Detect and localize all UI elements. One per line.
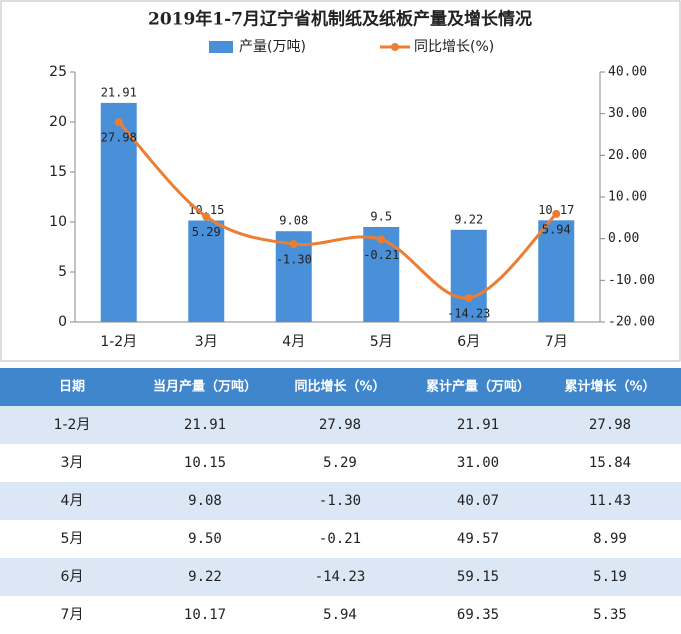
bar-value-label: 21.91: [101, 85, 137, 99]
bar-value-label: 9.08: [279, 214, 308, 228]
table-cell: 27.98: [319, 417, 361, 433]
chart-title: 2019年1-7月辽宁省机制纸及纸板产量及增长情况: [148, 9, 532, 30]
line-point: [552, 209, 561, 218]
table-cell: 9.50: [188, 531, 222, 547]
line-value-label: -0.21: [363, 248, 399, 262]
table-cell: 8.99: [593, 531, 627, 547]
x-tick-label: 4月: [282, 334, 305, 350]
legend-label: 产量(万吨): [239, 39, 306, 55]
table-header-cell: 累计产量（万吨）: [426, 379, 530, 395]
table-cell: 49.57: [457, 531, 499, 547]
table-cell: 5月: [61, 531, 84, 547]
line-value-label: 5.29: [192, 225, 221, 239]
table-cell: -0.21: [319, 531, 361, 547]
table-row-bg: [0, 558, 681, 596]
bar: [450, 229, 487, 322]
y-tick-label: 20: [49, 114, 67, 130]
table-cell: 6月: [61, 569, 84, 585]
table-cell: 10.17: [184, 607, 226, 623]
table-header-cell: 日期: [59, 380, 85, 395]
table-row-bg: [0, 482, 681, 520]
bar-value-label: 10.15: [188, 203, 224, 217]
y2-tick-label: -20.00: [608, 315, 655, 330]
table-cell: 59.15: [457, 569, 499, 585]
y2-tick-label: -10.00: [608, 273, 655, 288]
table-cell: 9.22: [188, 569, 222, 585]
line-value-label: 27.98: [101, 131, 137, 145]
y2-tick-label: 30.00: [608, 106, 647, 121]
table-row-bg: [0, 596, 681, 634]
bar-value-label: 10.17: [538, 203, 574, 217]
table-cell: 21.91: [457, 417, 499, 433]
table-cell: 7月: [61, 607, 84, 623]
legend-swatch: [209, 41, 233, 53]
line-value-label: -14.23: [447, 306, 490, 320]
table-cell: 3月: [61, 455, 84, 471]
bar: [100, 102, 137, 323]
bar: [188, 220, 225, 322]
table-cell: 4月: [61, 493, 84, 509]
table-cell: 5.35: [593, 607, 627, 623]
line: [117, 121, 558, 300]
y2-tick-label: 10.00: [608, 190, 647, 205]
table-cell: 5.19: [593, 569, 627, 585]
table-cell: 21.91: [184, 417, 226, 433]
table-cell: -1.30: [319, 493, 361, 509]
y2-tick-label: 0.00: [608, 231, 639, 246]
table-cell: 11.43: [589, 493, 631, 509]
table-cell: 5.29: [323, 455, 357, 471]
table-cell: 27.98: [589, 417, 631, 433]
table-cell: 1-2月: [54, 417, 91, 433]
table-row-bg: [0, 406, 681, 444]
line-point: [202, 212, 211, 221]
table-cell: 5.94: [323, 607, 357, 623]
line-point: [464, 293, 473, 302]
line-point: [114, 118, 123, 127]
x-tick-label: 3月: [195, 334, 218, 350]
legend-dot: [391, 43, 399, 51]
line-value-label: 5.94: [542, 222, 571, 236]
bar-value-label: 9.5: [370, 210, 392, 224]
bar: [538, 220, 575, 322]
table-header-cell: 累计增长（%）: [564, 379, 655, 395]
table-cell: 40.07: [457, 493, 499, 509]
table-header-bg: [0, 368, 681, 406]
y2-tick-label: 40.00: [608, 65, 647, 80]
table-cell: 10.15: [184, 455, 226, 471]
table-header-cell: 同比增长（%）: [294, 379, 385, 395]
line-point: [289, 240, 298, 249]
bar-value-label: 9.22: [454, 212, 483, 226]
y-tick-label: 10: [49, 214, 67, 230]
table-cell: 69.35: [457, 607, 499, 623]
x-tick-label: 6月: [457, 334, 480, 350]
y-tick-label: 5: [58, 264, 67, 280]
table-cell: 15.84: [589, 455, 631, 471]
y-tick-label: 25: [49, 64, 67, 80]
y-tick-label: 15: [49, 164, 67, 180]
table-cell: 31.00: [457, 455, 499, 471]
table-row-bg: [0, 444, 681, 482]
x-tick-label: 1-2月: [100, 334, 137, 350]
y2-tick-label: 20.00: [608, 148, 647, 163]
table-cell: 9.08: [188, 493, 222, 509]
line-point: [377, 235, 386, 244]
table-header-cell: 当月产量（万吨）: [153, 379, 257, 395]
x-tick-label: 7月: [545, 334, 568, 350]
table-row-bg: [0, 520, 681, 558]
line-value-label: -1.30: [276, 253, 312, 267]
y-tick-label: 0: [58, 314, 67, 330]
legend-label: 同比增长(%): [414, 39, 494, 55]
table-cell: -14.23: [315, 569, 366, 585]
x-tick-label: 5月: [370, 334, 393, 350]
